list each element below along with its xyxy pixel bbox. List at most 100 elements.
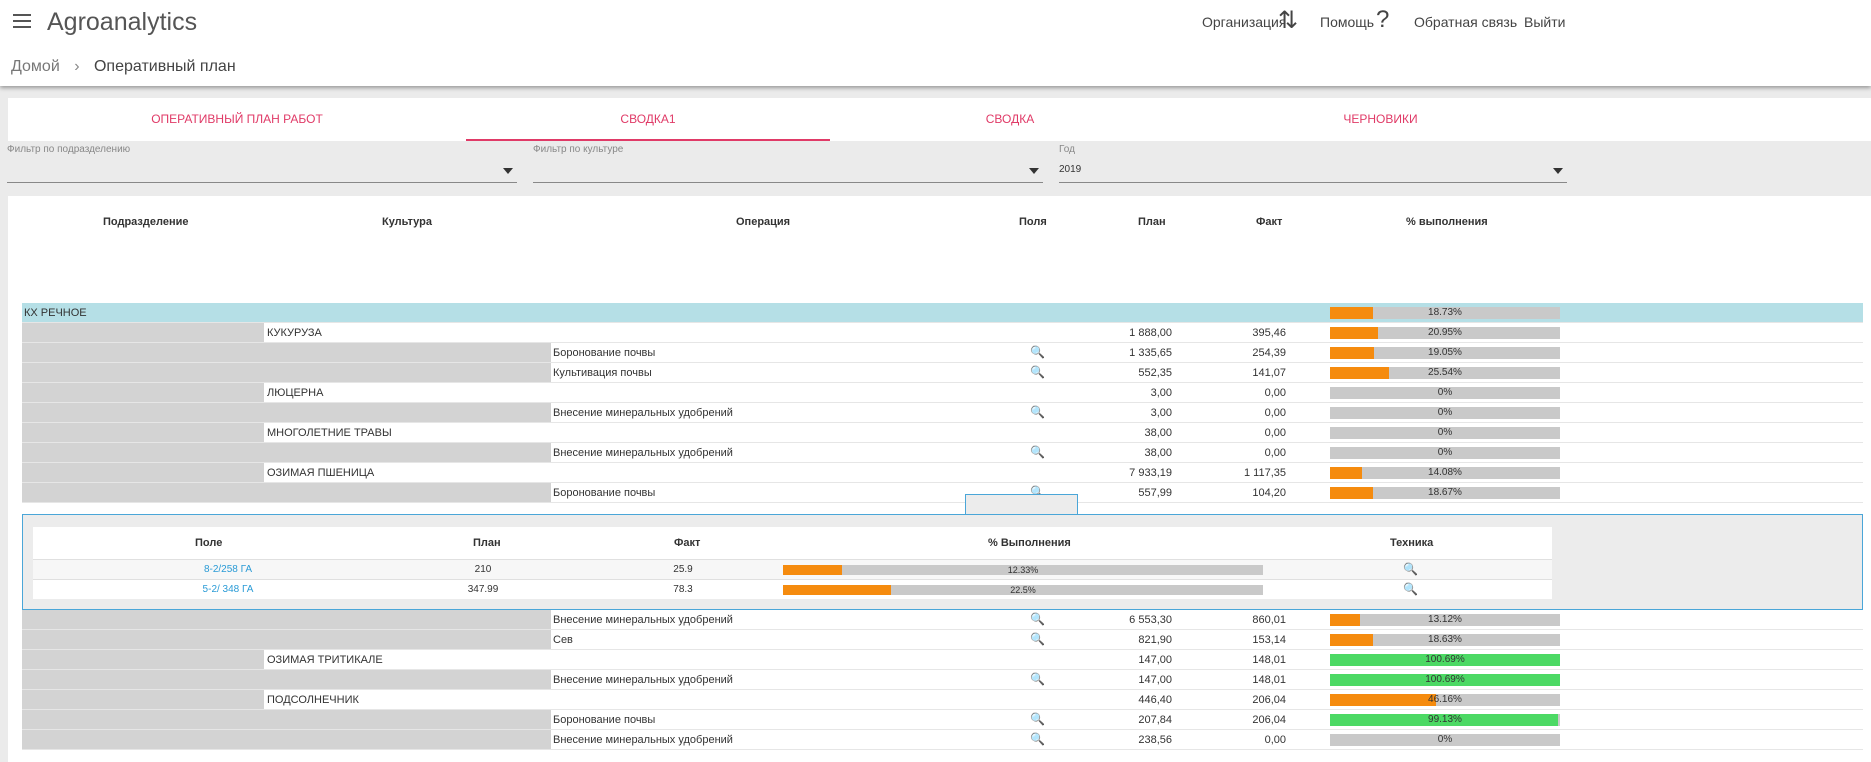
tab-drafts[interactable]: ЧЕРНОВИКИ — [1343, 112, 1418, 126]
search-icon[interactable]: 🔍 — [1030, 612, 1045, 626]
progress-bar: 100.69% — [1330, 674, 1560, 686]
progress-label: 0% — [1437, 427, 1453, 438]
fact-cell: 206,04 — [1252, 714, 1286, 726]
table-row[interactable]: ПОДСОЛНЕЧНИК 446,40 206,04 46.16% — [22, 690, 1863, 710]
operation-cell: Боронование почвы — [553, 487, 656, 499]
table-row[interactable]: Сев 🔍 821,90 153,14 18.63% — [22, 630, 1863, 650]
detail-header-percent: % Выполнения — [988, 537, 1071, 549]
help-icon[interactable]: ? — [1376, 6, 1390, 33]
search-icon[interactable]: 🔍 — [1403, 562, 1418, 576]
header-fields: Поля — [1019, 216, 1047, 228]
search-icon[interactable]: 🔍 — [1030, 365, 1045, 379]
progress-bar: 20.95% — [1330, 327, 1560, 339]
culture-cell — [264, 443, 551, 462]
progress-bar: 0% — [1330, 734, 1560, 746]
table-row[interactable]: Культивация почвы 🔍 552,35 141,07 25.54% — [22, 363, 1863, 383]
detail-plan-cell: 210 — [474, 564, 492, 575]
culture-filter[interactable]: Фильтр по культуре — [533, 144, 1043, 183]
year-filter[interactable]: Год 2019 — [1059, 144, 1567, 183]
progress-fill — [1330, 694, 1437, 706]
plan-cell: 1 888,00 — [1129, 327, 1172, 339]
division-cell — [22, 403, 264, 422]
plan-cell: 3,00 — [1150, 387, 1172, 399]
progress-fill — [1330, 674, 1560, 686]
progress-label: 46.16% — [1428, 694, 1462, 705]
progress-label: 20.95% — [1428, 327, 1462, 338]
progress-fill — [1330, 714, 1558, 726]
sync-icon[interactable]: ⇅ — [1278, 7, 1299, 34]
logout-link[interactable]: Выйти — [1524, 14, 1566, 30]
progress-fill — [1330, 347, 1374, 359]
progress-label: 13.12% — [1428, 614, 1462, 625]
table-row[interactable]: Внесение минеральных удобрений 🔍 147,00 148… — [22, 670, 1863, 690]
table-row[interactable]: Боронование почвы 🔍 207,84 206,04 99.13% — [22, 710, 1863, 730]
fact-cell: 148,01 — [1252, 674, 1286, 686]
search-icon[interactable]: 🔍 — [1030, 732, 1045, 746]
operation-cell: Внесение минеральных удобрений — [553, 674, 733, 686]
table-row[interactable]: Внесение минеральных удобрений 🔍 3,00 0,00 0… — [22, 403, 1863, 423]
division-cell — [22, 730, 264, 749]
progress-bar: 99.13% — [1330, 714, 1560, 726]
search-icon[interactable]: 🔍 — [1030, 345, 1045, 359]
summary-table: Подразделение Культура Операция Поля Пла… — [8, 196, 1871, 762]
organization-link[interactable]: Организация — [1202, 14, 1287, 30]
table-row[interactable]: Боронование почвы 🔍 1 335,65 254,39 19.05% — [22, 343, 1863, 363]
search-icon[interactable]: 🔍 — [1030, 405, 1045, 419]
operation-cell: Боронование почвы — [553, 714, 656, 726]
table-row[interactable]: Внесение минеральных удобрений 🔍 38,00 0,00… — [22, 443, 1863, 463]
breadcrumb-home[interactable]: Домой — [11, 58, 60, 75]
table-row[interactable]: ОЗИМАЯ ТРИТИКАЛЕ 147,00 148,01 100.69% — [22, 650, 1863, 670]
operation-cell: Внесение минеральных удобрений — [553, 734, 733, 746]
progress-label: 22.5% — [1010, 585, 1036, 595]
progress-label: 0% — [1437, 387, 1453, 398]
help-link[interactable]: Помощь — [1320, 14, 1375, 30]
detail-fact-cell: 25.9 — [673, 564, 693, 575]
search-icon[interactable]: 🔍 — [1030, 712, 1045, 726]
table-row[interactable]: Внесение минеральных удобрений 🔍 238,56 0,0… — [22, 730, 1863, 750]
group-row[interactable]: КХ РЕЧНОЕ 18.73% — [22, 303, 1863, 323]
progress-label: 18.67% — [1428, 487, 1462, 498]
main-content: ОПЕРАТИВНЫЙ ПЛАН РАБОТ СВОДКА1 СВОДКА ЧЕ… — [0, 86, 1871, 762]
fact-cell: 141,07 — [1252, 367, 1286, 379]
progress-label: 19.05% — [1428, 347, 1462, 358]
tab-summary1[interactable]: СВОДКА1 — [466, 98, 830, 141]
operation-cell: Внесение минеральных удобрений — [553, 447, 733, 459]
progress-label: 0% — [1437, 407, 1453, 418]
detail-header-field: Поле — [195, 537, 223, 549]
division-cell — [22, 483, 264, 502]
table-row[interactable]: Боронование почвы 🔍 557,99 104,20 18.67% — [22, 483, 1863, 503]
table-row[interactable]: ОЗИМАЯ ПШЕНИЦА 7 933,19 1 117,35 14.08% — [22, 463, 1863, 483]
detail-row[interactable]: 5-2/ 348 ГА 347.99 78.3 22.5% 🔍 — [33, 579, 1552, 599]
field-detail-table: Поле План Факт % Выполнения Техника 8-2/… — [33, 527, 1552, 599]
field-detail-panel: Поле План Факт % Выполнения Техника 8-2/… — [22, 514, 1863, 610]
table-row[interactable]: Внесение минеральных удобрений 🔍 6 553,30 8… — [22, 610, 1863, 630]
table-row[interactable]: ЛЮЦЕРНА 3,00 0,00 0% — [22, 383, 1863, 403]
field-link[interactable]: 8-2/258 ГА — [203, 564, 253, 575]
fact-cell: 395,46 — [1252, 327, 1286, 339]
division-cell — [22, 443, 264, 462]
field-link[interactable]: 5-2/ 348 ГА — [202, 584, 254, 595]
progress-label: 0% — [1437, 734, 1453, 745]
table-row[interactable]: КУКУРУЗА 1 888,00 395,46 20.95% — [22, 323, 1863, 343]
progress-label: 25.54% — [1428, 367, 1462, 378]
menu-icon[interactable] — [13, 14, 31, 28]
tab-summary[interactable]: СВОДКА — [985, 112, 1035, 126]
fact-cell: 206,04 — [1252, 694, 1286, 706]
division-filter[interactable]: Фильтр по подразделению — [7, 144, 517, 183]
header-operation: Операция — [736, 216, 791, 228]
progress-label: 18.73% — [1428, 307, 1462, 318]
header-culture: Культура — [382, 216, 432, 228]
tab-operational-plan[interactable]: ОПЕРАТИВНЫЙ ПЛАН РАБОТ — [151, 112, 323, 126]
table-row[interactable]: МНОГОЛЕТНИЕ ТРАВЫ 38,00 0,00 0% — [22, 423, 1863, 443]
detail-row[interactable]: 8-2/258 ГА 210 25.9 12.33% 🔍 — [33, 559, 1552, 579]
culture-cell — [264, 363, 551, 382]
search-icon[interactable]: 🔍 — [1403, 582, 1418, 596]
division-cell — [22, 463, 264, 482]
plan-cell: 1 335,65 — [1129, 347, 1172, 359]
search-icon[interactable]: 🔍 — [1030, 672, 1045, 686]
division-cell — [22, 383, 264, 402]
progress-fill — [783, 565, 843, 575]
feedback-link[interactable]: Обратная связь — [1414, 14, 1518, 30]
search-icon[interactable]: 🔍 — [1030, 445, 1045, 459]
search-icon[interactable]: 🔍 — [1030, 632, 1045, 646]
